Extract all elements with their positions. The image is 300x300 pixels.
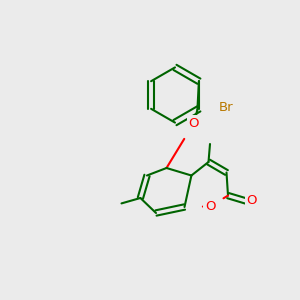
Text: Br: Br [218, 101, 233, 114]
Text: O: O [189, 117, 199, 130]
Text: O: O [205, 200, 215, 213]
Text: O: O [246, 194, 256, 208]
